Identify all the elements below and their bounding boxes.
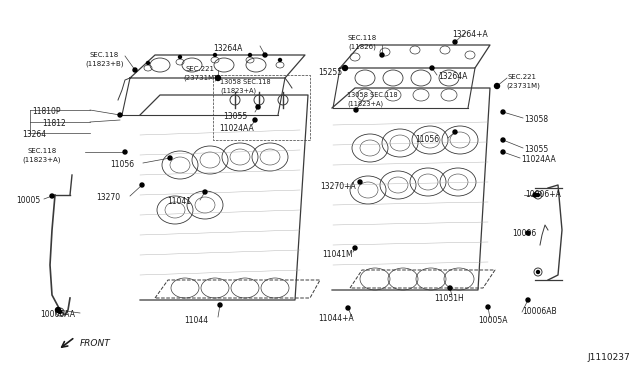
Text: 13270+A: 13270+A [320,182,356,191]
Circle shape [453,40,457,44]
Circle shape [56,308,61,312]
Text: 10006: 10006 [512,229,536,238]
Text: 10006AB: 10006AB [522,307,557,316]
Circle shape [216,76,221,80]
Circle shape [58,311,61,314]
Text: 11812: 11812 [42,119,66,128]
Text: 15255: 15255 [318,68,342,77]
Circle shape [430,66,434,70]
Text: SEC.118: SEC.118 [90,52,119,58]
Circle shape [453,130,457,134]
Text: (11823+A): (11823+A) [220,87,256,93]
Text: 11024AA: 11024AA [219,124,253,133]
Circle shape [526,231,530,235]
Circle shape [536,193,540,196]
Text: 10006AA: 10006AA [40,310,75,319]
Circle shape [536,270,540,273]
Circle shape [346,306,350,310]
Circle shape [533,193,537,197]
Circle shape [342,65,348,71]
Text: 13264+A: 13264+A [452,30,488,39]
Circle shape [214,54,216,57]
Text: 11024AA: 11024AA [521,155,556,164]
Text: 11044+A: 11044+A [318,314,354,323]
Text: 11056: 11056 [415,135,439,144]
Text: 13058: 13058 [524,115,548,124]
Circle shape [118,113,122,117]
Text: 11051H: 11051H [434,294,464,303]
Text: 13264: 13264 [22,130,46,139]
Circle shape [133,68,137,72]
Circle shape [263,53,267,57]
Circle shape [203,190,207,194]
Text: SEC.118: SEC.118 [27,148,56,154]
Text: 11056: 11056 [110,160,134,169]
Text: 10005A: 10005A [478,316,508,325]
Circle shape [501,110,505,114]
Text: 13055: 13055 [223,112,247,121]
Circle shape [495,83,499,89]
Circle shape [248,54,252,57]
Circle shape [147,61,150,64]
Circle shape [123,150,127,154]
Text: SEC.221: SEC.221 [508,74,537,80]
Text: (23731M): (23731M) [183,74,217,80]
Circle shape [50,194,54,198]
Circle shape [179,55,182,58]
Text: SEC.221: SEC.221 [185,66,214,72]
Circle shape [168,156,172,160]
Circle shape [501,150,505,154]
Text: 13270: 13270 [96,193,120,202]
Text: 13264A: 13264A [438,72,467,81]
Text: FRONT: FRONT [80,340,111,349]
Circle shape [380,53,384,57]
Circle shape [278,58,282,61]
Text: 11041M: 11041M [322,250,353,259]
Circle shape [353,246,357,250]
Circle shape [501,138,505,142]
Circle shape [448,286,452,290]
Text: 13055: 13055 [524,145,548,154]
Text: 11041: 11041 [167,197,191,206]
Text: 11810P: 11810P [32,107,61,116]
Text: 13058 SEC.118: 13058 SEC.118 [220,79,271,85]
Circle shape [526,298,530,302]
Text: (23731M): (23731M) [506,82,540,89]
Circle shape [253,118,257,122]
Text: (11823+B): (11823+B) [85,60,124,67]
Text: 10006+A: 10006+A [525,190,561,199]
Text: J1110237: J1110237 [588,353,630,362]
Text: 13058 SEC.118: 13058 SEC.118 [347,92,397,98]
Circle shape [140,183,144,187]
Text: (11826): (11826) [348,43,376,49]
Circle shape [256,105,260,109]
Text: 13264A: 13264A [213,44,243,53]
Text: 11044: 11044 [184,316,208,325]
Text: (11823+A): (11823+A) [22,156,61,163]
Circle shape [358,180,362,184]
Text: 10005: 10005 [16,196,40,205]
Circle shape [486,305,490,309]
Text: (11823+A): (11823+A) [347,100,383,106]
Circle shape [354,108,358,112]
Text: SEC.118: SEC.118 [347,35,376,41]
Circle shape [218,303,222,307]
